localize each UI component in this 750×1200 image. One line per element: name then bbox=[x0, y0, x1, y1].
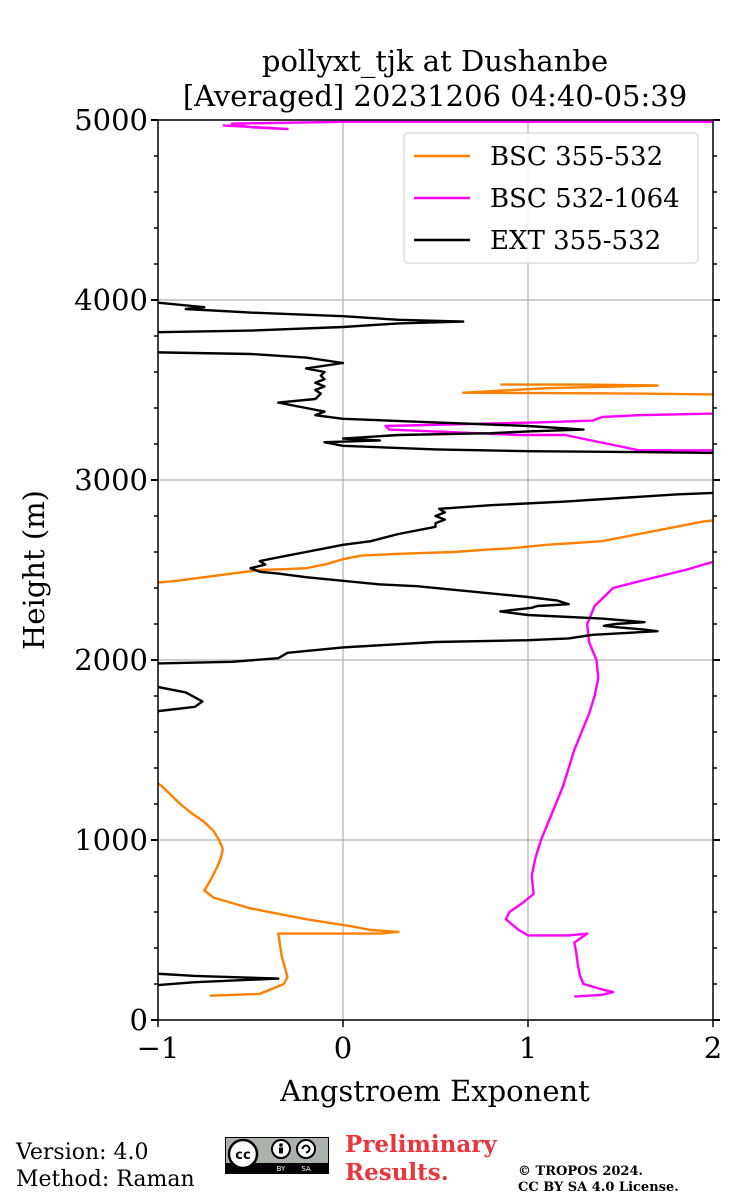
series-ext-355-532-segment bbox=[158, 685, 204, 713]
series-bsc-355-532-segment bbox=[462, 383, 713, 396]
legend-label: BSC 355-532 bbox=[490, 142, 663, 172]
copyright-line-2: CC BY SA 4.0 License. bbox=[518, 1180, 679, 1195]
series-bsc-532-1064-segment bbox=[384, 412, 713, 452]
method-label: Method: Raman bbox=[16, 1167, 195, 1192]
legend-label: EXT 355-532 bbox=[490, 226, 661, 256]
sa-badge-label: SA bbox=[301, 1165, 311, 1173]
version-label: Version: 4.0 bbox=[16, 1140, 149, 1165]
legend-box bbox=[403, 132, 699, 264]
series-ext-355-532-segment bbox=[158, 301, 465, 334]
preliminary-line-2: Results. bbox=[345, 1159, 449, 1186]
cc-badge-label: cc bbox=[235, 1148, 250, 1163]
series-bsc-532-1064-segment bbox=[222, 120, 713, 131]
preliminary-results-note: Preliminary Results. bbox=[345, 1131, 497, 1187]
copyright-line-1: © TROPOS 2024. bbox=[518, 1164, 644, 1179]
series-ext-355-532-segment bbox=[158, 491, 713, 665]
x-tick-label: −1 bbox=[137, 1031, 180, 1065]
x-tick-label: 0 bbox=[334, 1031, 352, 1065]
legend: BSC 355-532 BSC 532-1064 EXT 355-532 bbox=[403, 132, 699, 264]
legend-label: BSC 532-1064 bbox=[490, 184, 680, 214]
chart-title-line-2: [Averaged] 20231206 04:40-05:39 bbox=[183, 79, 687, 113]
series-bsc-532-1064-line bbox=[504, 560, 713, 998]
x-axis-label: Angstroem Exponent bbox=[279, 1074, 590, 1108]
preliminary-line-1: Preliminary bbox=[345, 1131, 497, 1158]
cc-by-sa-license-icon: cc BY SA bbox=[225, 1137, 329, 1174]
y-tick-label: 2000 bbox=[74, 643, 148, 677]
series-bsc-355-532-segment bbox=[158, 519, 713, 584]
y-axis-label: Height (m) bbox=[17, 490, 51, 650]
series-layer bbox=[158, 120, 713, 998]
y-tick-label: 3000 bbox=[74, 463, 148, 497]
by-badge-label: BY bbox=[277, 1165, 286, 1173]
copyright-note: © TROPOS 2024. CC BY SA 4.0 License. bbox=[518, 1164, 679, 1196]
plot-frame bbox=[157, 119, 714, 1021]
x-tick-label: 2 bbox=[704, 1031, 722, 1065]
chart-title-line-1: pollyxt_tjk at Dushanbe bbox=[262, 44, 608, 79]
x-tick-label: 1 bbox=[519, 1031, 537, 1065]
series-ext-355-532-line bbox=[158, 972, 280, 987]
y-tick-label: 5000 bbox=[74, 103, 148, 137]
series-ext-355-532-segment bbox=[158, 351, 713, 455]
y-tick-label: 1000 bbox=[74, 823, 148, 857]
y-tick-label: 0 bbox=[130, 1003, 148, 1037]
series-bsc-355-532-line bbox=[158, 781, 400, 997]
y-tick-label: 4000 bbox=[74, 283, 148, 317]
